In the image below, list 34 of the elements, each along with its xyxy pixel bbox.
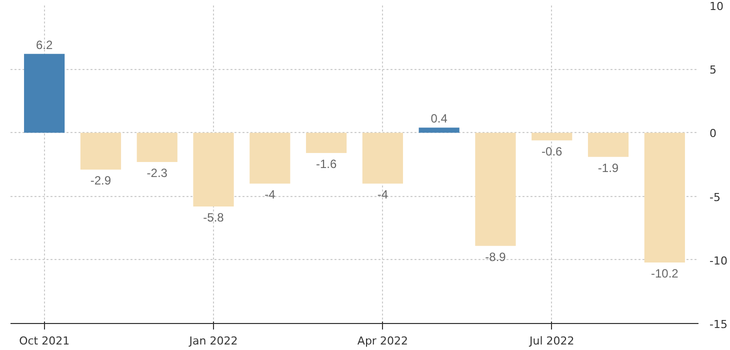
y-tick-label: -15 <box>710 318 728 331</box>
x-tick-label: Jul 2022 <box>528 334 574 348</box>
data-label: 0.4 <box>430 112 448 126</box>
y-tick-label: -10 <box>710 254 728 268</box>
y-tick-label: 5 <box>710 64 716 77</box>
data-label: -1.6 <box>316 157 337 172</box>
bar <box>250 132 290 184</box>
bar <box>193 132 234 206</box>
data-label: -5.8 <box>203 210 224 224</box>
bar <box>362 132 403 184</box>
data-label: -4 <box>264 188 276 202</box>
data-label: -8.9 <box>485 250 506 264</box>
bar <box>136 132 178 162</box>
bar <box>532 132 572 140</box>
x-tick-label: Jan 2022 <box>188 334 238 348</box>
x-tick-label: Oct 2021 <box>19 334 70 348</box>
data-label: -4 <box>377 188 388 202</box>
data-label: 6.2 <box>36 38 54 52</box>
data-label: -2.9 <box>90 174 112 188</box>
data-label: -1.9 <box>598 160 619 175</box>
y-tick-label: 0 <box>710 127 716 140</box>
y-tick-label: 10 <box>710 0 724 13</box>
bar <box>24 54 65 133</box>
bar <box>644 132 685 262</box>
bar <box>80 132 122 170</box>
bar <box>475 132 516 246</box>
data-label: -2.3 <box>146 166 168 180</box>
bar <box>588 132 629 157</box>
x-tick-label: Apr 2022 <box>357 334 408 348</box>
data-label: -0.6 <box>542 144 563 158</box>
y-tick-label: -5 <box>710 190 720 204</box>
data-label: -10.2 <box>650 266 679 280</box>
bar <box>418 128 460 133</box>
bar <box>306 132 347 154</box>
